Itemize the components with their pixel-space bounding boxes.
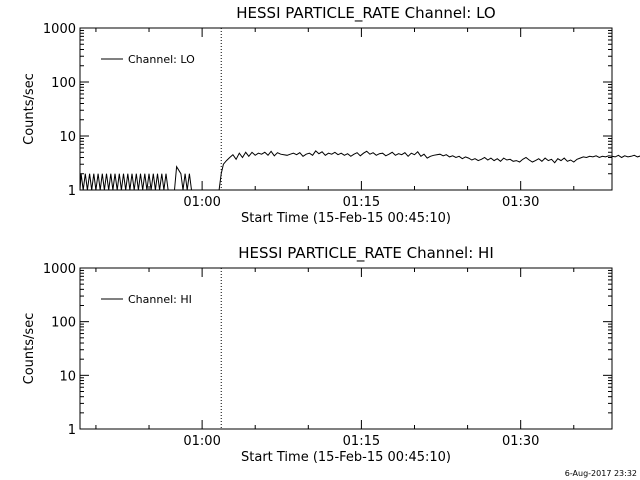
chart-panel-lo: HESSI PARTICLE_RATE Channel: LO Start Tim… — [22, 4, 640, 226]
x-tick-label: 01:00 — [183, 434, 220, 449]
y-tick-label: 1 — [68, 423, 76, 438]
legend-label: Channel: LO — [128, 53, 195, 66]
chart-title: HESSI PARTICLE_RATE Channel: LO — [236, 4, 495, 23]
x-tick-label: 01:30 — [502, 434, 539, 449]
y-tick-label: 10 — [59, 369, 76, 384]
y-tick-label: 100 — [51, 76, 76, 91]
chart-panel-hi: HESSI PARTICLE_RATE Channel: HI Start Tim… — [22, 244, 613, 465]
y-axis-label: Counts/sec — [22, 313, 37, 385]
y-tick-label: 1000 — [43, 22, 76, 37]
x-axis-label: Start Time (15-Feb-15 00:45:10) — [241, 450, 451, 465]
x-axis-label: Start Time (15-Feb-15 00:45:10) — [241, 211, 451, 226]
plot-frame — [79, 267, 613, 430]
y-tick-label: 10 — [59, 130, 76, 145]
legend-label: Channel: HI — [128, 293, 192, 306]
footer-timestamp: 6-Aug-2017 23:32 — [565, 469, 637, 478]
x-tick-label: 01:15 — [343, 195, 380, 210]
x-tick-label: 01:30 — [502, 195, 539, 210]
y-axis-label: Counts/sec — [22, 73, 37, 145]
plot-frame — [79, 27, 613, 191]
chart-title: HESSI PARTICLE_RATE Channel: HI — [238, 244, 494, 263]
data-series-line — [79, 150, 640, 191]
x-tick-label: 01:15 — [343, 434, 380, 449]
y-tick-label: 1 — [68, 184, 76, 199]
y-tick-label: 100 — [51, 316, 76, 331]
y-tick-label: 1000 — [43, 262, 76, 277]
x-tick-label: 01:00 — [183, 195, 220, 210]
